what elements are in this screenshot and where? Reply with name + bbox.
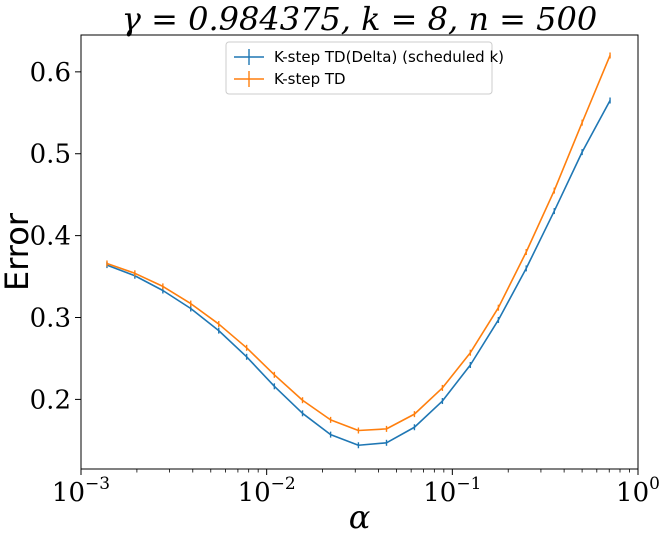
x-tick-label: 100 — [616, 474, 660, 508]
legend-label: K-step TD — [274, 70, 346, 88]
x-tick-exponent: −3 — [85, 474, 110, 494]
series-line — [106, 100, 611, 447]
x-tick-label: 10−3 — [52, 474, 110, 508]
series-line — [106, 55, 611, 432]
series-0 — [106, 97, 611, 449]
x-tick-base: 10 — [423, 478, 456, 508]
x-tick-base: 10 — [238, 478, 271, 508]
x-tick-base: 10 — [616, 478, 649, 508]
y-tick-label: 0.6 — [30, 58, 71, 88]
x-tick-label: 10−2 — [238, 474, 296, 508]
y-tick-label: 0.2 — [30, 385, 71, 415]
x-tick-exponent: 0 — [649, 474, 660, 494]
series-layer — [106, 52, 611, 449]
y-tick-label: 0.5 — [30, 140, 71, 170]
legend-item: K-step TD(Delta) (scheduled k) — [234, 48, 504, 66]
legend-item: K-step TD — [234, 70, 346, 88]
x-tick-label: 10−1 — [423, 474, 481, 508]
x-tick-exponent: −1 — [456, 474, 481, 494]
legend: K-step TD(Delta) (scheduled k) K-step TD — [225, 41, 504, 95]
y-axis-label: Error — [0, 212, 36, 291]
y-tick-label: 0.4 — [30, 222, 71, 252]
x-tick-exponent: −2 — [271, 474, 296, 494]
legend-label: K-step TD(Delta) (scheduled k) — [274, 48, 504, 66]
x-tick-base: 10 — [52, 478, 85, 508]
axes-frame — [80, 34, 639, 470]
plot-area — [80, 34, 639, 470]
chart-title: γ = 0.984375, k = 8, n = 500 — [122, 0, 597, 38]
y-axis: 0.2 0.3 0.4 0.5 0.6 — [30, 58, 81, 415]
series-1 — [106, 52, 611, 434]
legend-box — [225, 41, 493, 95]
y-tick-label: 0.3 — [30, 304, 71, 334]
x-axis-label: α — [349, 498, 371, 536]
x-axis: 10−3 10−2 10−1 100 — [52, 469, 660, 508]
